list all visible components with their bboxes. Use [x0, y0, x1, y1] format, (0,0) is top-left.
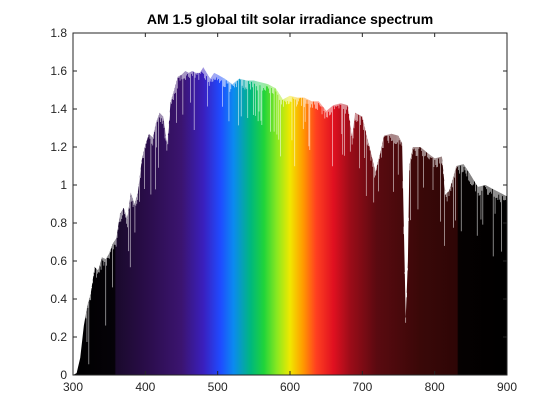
- y-tick-label: 1.8: [50, 26, 67, 40]
- x-tick-label: 400: [135, 380, 155, 394]
- x-tick-label: 800: [425, 380, 445, 394]
- chart-title: AM 1.5 global tilt solar irradiance spec…: [147, 11, 433, 27]
- y-tick-label: 0.2: [50, 330, 67, 344]
- x-tick-label: 700: [352, 380, 372, 394]
- y-tick-label: 0.8: [50, 216, 67, 230]
- absorption-lines: [85, 67, 506, 365]
- x-axis: 300 400 500 600 700 800 900: [63, 33, 517, 394]
- y-axis: 0 0.2 0.4 0.6 0.8 1 1.2 1.4 1.6 1.8: [50, 26, 507, 382]
- y-tick-label: 1: [60, 178, 67, 192]
- x-tick-label: 900: [497, 380, 517, 394]
- y-tick-label: 0.6: [50, 254, 67, 268]
- y-tick-label: 1.6: [50, 64, 67, 78]
- x-tick-label: 500: [208, 380, 228, 394]
- y-tick-label: 1.2: [50, 140, 67, 154]
- y-tick-label: 0: [60, 368, 67, 382]
- x-tick-label: 300: [63, 380, 83, 394]
- y-tick-label: 1.4: [50, 102, 67, 116]
- y-tick-label: 0.4: [50, 292, 67, 306]
- x-tick-label: 600: [280, 380, 300, 394]
